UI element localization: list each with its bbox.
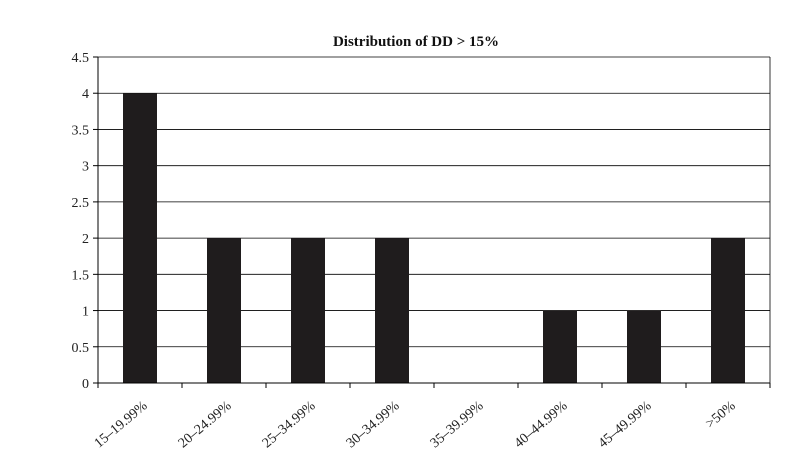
y-tick-label: 0 — [82, 377, 89, 392]
x-tick-label: 25–34.99% — [260, 398, 319, 450]
y-tick-label: 1 — [82, 305, 89, 320]
bar — [207, 238, 241, 383]
bar — [375, 238, 409, 383]
chart-title: Distribution of DD > 15% — [333, 34, 499, 50]
y-tick-label: 1.5 — [72, 268, 90, 283]
x-tick-label: 45–49.99% — [596, 398, 655, 450]
axes — [93, 56, 771, 388]
bar — [711, 238, 745, 383]
y-tick-label: 4.5 — [72, 51, 90, 66]
bar — [627, 310, 661, 383]
y-tick-label: 2.5 — [72, 196, 90, 211]
bar — [291, 238, 325, 383]
y-tick-labels: 0 0.5 1 1.5 2 2.5 3 3.5 4 4.5 — [72, 51, 90, 392]
y-tick-label: 3.5 — [72, 123, 90, 138]
bar — [543, 310, 577, 383]
y-tick-label: 3 — [82, 160, 89, 175]
y-tick-label: 2 — [82, 232, 89, 247]
x-tick-label: 15–19.99% — [92, 398, 151, 450]
x-tick-label: 30–34.99% — [344, 398, 403, 450]
x-tick-labels: 15–19.99% 20–24.99% 25–34.99% 30–34.99% 35–3… — [92, 398, 739, 450]
x-tick-label: 20–24.99% — [176, 398, 235, 450]
y-tick-label: 0.5 — [72, 341, 90, 356]
bar — [123, 93, 157, 383]
x-tick-label: >50% — [703, 398, 739, 431]
bars — [123, 93, 745, 383]
y-tick-label: 4 — [82, 87, 89, 102]
x-tick-label: 35–39.99% — [428, 398, 487, 450]
x-tick-label: 40–44.99% — [512, 398, 571, 450]
gridlines — [98, 56, 770, 348]
